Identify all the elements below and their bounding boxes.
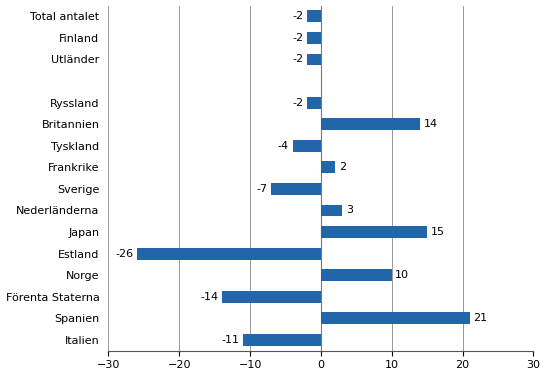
Text: 14: 14 xyxy=(424,119,438,129)
Text: 21: 21 xyxy=(473,313,488,323)
Bar xyxy=(321,161,335,173)
Text: -2: -2 xyxy=(292,33,303,43)
Bar xyxy=(293,140,321,152)
Bar xyxy=(307,97,321,109)
Text: -26: -26 xyxy=(115,249,133,259)
Text: 15: 15 xyxy=(431,227,445,237)
Bar xyxy=(321,312,470,324)
Bar xyxy=(271,183,321,195)
Bar xyxy=(321,226,427,238)
Bar xyxy=(243,334,321,346)
Bar xyxy=(321,118,420,130)
Text: -2: -2 xyxy=(292,55,303,65)
Text: -14: -14 xyxy=(200,292,218,302)
Text: 10: 10 xyxy=(395,270,410,280)
Bar xyxy=(321,269,392,281)
Bar xyxy=(307,53,321,65)
Text: -7: -7 xyxy=(257,184,268,194)
Bar xyxy=(307,32,321,44)
Text: -2: -2 xyxy=(292,11,303,21)
Text: -4: -4 xyxy=(278,141,289,151)
Text: 3: 3 xyxy=(346,206,353,215)
Bar xyxy=(137,248,321,259)
Text: 2: 2 xyxy=(339,162,346,172)
Bar xyxy=(222,291,321,303)
Bar xyxy=(321,205,342,217)
Text: -2: -2 xyxy=(292,98,303,108)
Bar xyxy=(307,11,321,22)
Text: -11: -11 xyxy=(222,335,240,345)
